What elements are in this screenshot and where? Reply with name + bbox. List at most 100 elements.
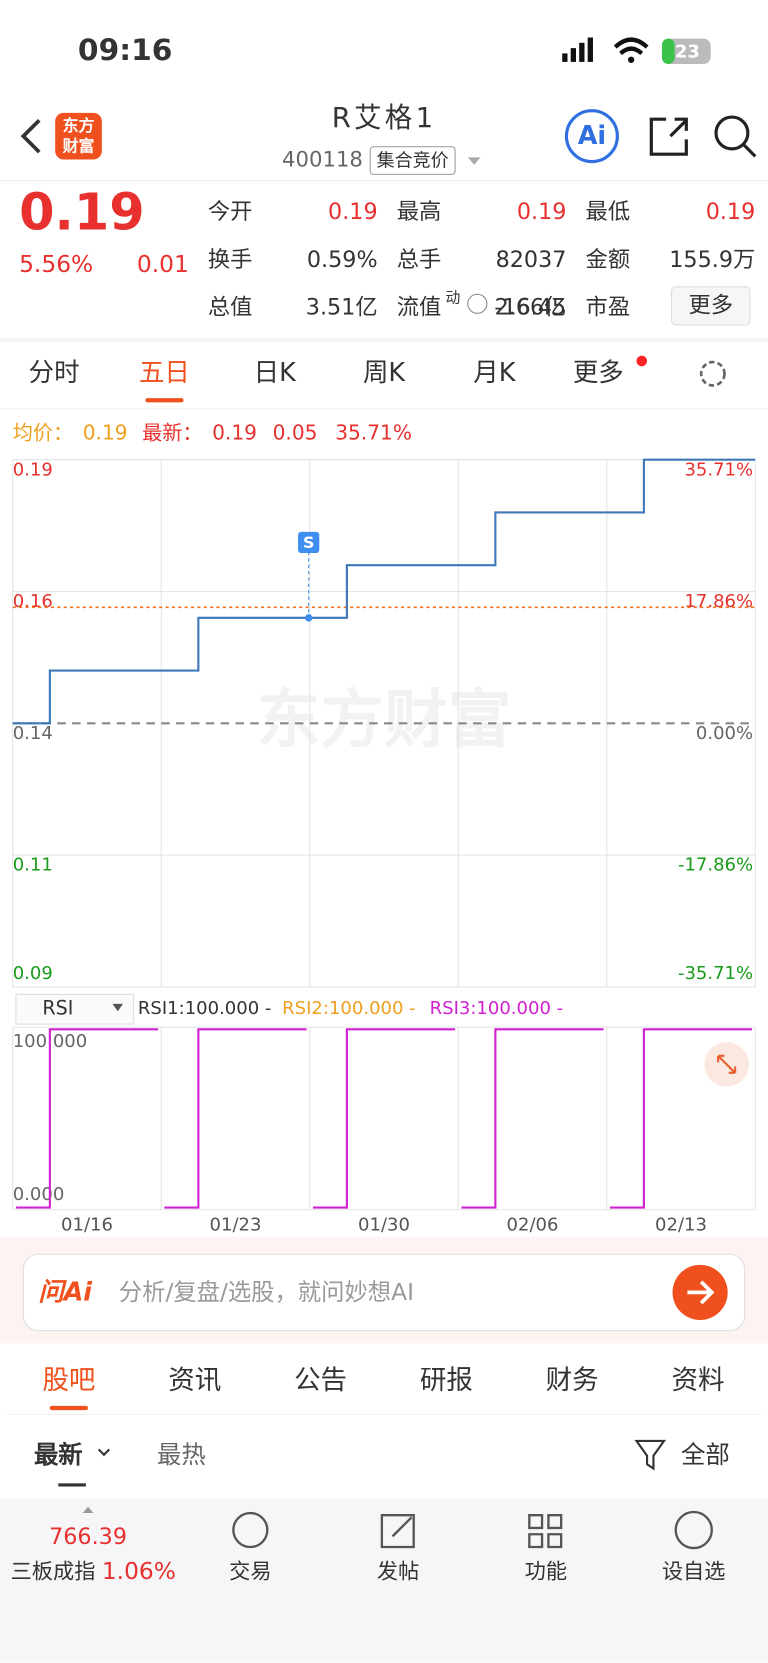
index-pct: 1.06% bbox=[102, 1557, 176, 1585]
footer-bg bbox=[0, 1499, 768, 1663]
expand-icon bbox=[717, 1054, 737, 1074]
y-tick-label: 0.09 bbox=[13, 963, 53, 984]
arrow bbox=[687, 1280, 715, 1305]
ai-button[interactable] bbox=[564, 109, 619, 164]
marker-label: S bbox=[303, 533, 314, 552]
marker bbox=[298, 531, 320, 554]
more-button[interactable] bbox=[670, 286, 751, 326]
filter-underline bbox=[58, 1483, 86, 1487]
avg: 0.19 bbox=[83, 421, 128, 445]
index-value: 766.39 bbox=[49, 1524, 127, 1550]
filter-latest[interactable]: 最新 bbox=[34, 1440, 83, 1469]
y-right-label: 17.86% bbox=[684, 591, 753, 612]
ai-logo: 问Ai bbox=[38, 1277, 92, 1307]
field-label: 今开 bbox=[208, 199, 253, 225]
section-tab[interactable]: 公告 bbox=[294, 1365, 347, 1396]
field-label: 换手 bbox=[208, 247, 253, 273]
y-tick-label: 0.19 bbox=[13, 459, 53, 480]
badge bbox=[636, 355, 648, 367]
signal bbox=[562, 37, 593, 62]
section-tab[interactable]: 研报 bbox=[420, 1365, 473, 1396]
y-right-label: 35.71% bbox=[684, 459, 753, 480]
y-right-label: 0.00% bbox=[696, 723, 753, 744]
tab[interactable]: 日K bbox=[254, 358, 297, 388]
wifi-dot bbox=[627, 56, 635, 63]
tag: 集合竞价 bbox=[377, 151, 449, 172]
change: 0.05 bbox=[273, 421, 318, 445]
field-value: 0.19 bbox=[328, 199, 378, 225]
section-tab[interactable]: 资料 bbox=[671, 1365, 724, 1396]
ai-placeholder: 分析/复盘/选股，就问妙想AI bbox=[119, 1278, 414, 1306]
battery-text: 23 bbox=[675, 41, 700, 62]
dropdown[interactable] bbox=[467, 157, 481, 165]
section-underline bbox=[49, 1405, 89, 1411]
change: 0.01 bbox=[137, 250, 189, 278]
section-tab[interactable]: 资讯 bbox=[168, 1365, 221, 1396]
pe-sup: 动 bbox=[446, 288, 461, 306]
settings[interactable] bbox=[699, 360, 726, 387]
rsi3: RSI3:100.000 - bbox=[430, 998, 564, 1019]
tab-underline bbox=[145, 398, 184, 403]
tab[interactable]: 周K bbox=[363, 358, 406, 388]
up bbox=[82, 1506, 94, 1514]
more-text: 更多 bbox=[688, 292, 733, 318]
trade-icon bbox=[232, 1511, 269, 1549]
rsi-line bbox=[15, 1028, 753, 1209]
tab[interactable]: 月K bbox=[473, 358, 516, 388]
index-name: 三板成指 bbox=[11, 1559, 96, 1584]
field-label: 总手 bbox=[397, 247, 442, 273]
x-tick-label: 02/13 bbox=[655, 1215, 707, 1236]
tab[interactable]: 更多 bbox=[573, 358, 624, 388]
field-value: 82037 bbox=[496, 247, 567, 273]
watch-icon bbox=[674, 1510, 713, 1550]
logo-text: 东方 bbox=[63, 116, 95, 135]
footer-button[interactable]: 功能 bbox=[525, 1559, 567, 1584]
field-label: 金额 bbox=[586, 247, 631, 273]
rsi-select[interactable] bbox=[15, 993, 135, 1025]
field-label: 总值 bbox=[208, 295, 253, 321]
func-icon bbox=[528, 1514, 563, 1549]
rsi-arrow bbox=[112, 1003, 124, 1012]
filter-all[interactable]: 全部 bbox=[681, 1440, 730, 1469]
stock-name: R艾格1 bbox=[332, 101, 437, 134]
rsi2: RSI2:100.000 - bbox=[282, 998, 416, 1019]
ai-icon: Ai bbox=[578, 121, 606, 151]
x-tick-label: 02/06 bbox=[507, 1215, 559, 1236]
y-tick-label: 0.14 bbox=[13, 723, 53, 744]
logo[interactable] bbox=[55, 112, 102, 160]
y-right-label: -35.71% bbox=[678, 963, 753, 984]
y-right-label: -17.86% bbox=[678, 855, 753, 876]
logo-text: 财富 bbox=[63, 136, 95, 155]
tab[interactable]: 五日 bbox=[139, 358, 190, 388]
time: 09:16 bbox=[78, 33, 172, 68]
share[interactable] bbox=[649, 117, 688, 156]
footer-button[interactable]: 设自选 bbox=[662, 1559, 726, 1584]
x-tick-label: 01/23 bbox=[210, 1215, 262, 1236]
back[interactable] bbox=[20, 118, 41, 154]
tab[interactable]: 分时 bbox=[29, 358, 80, 388]
latest: 0.19 bbox=[212, 421, 257, 445]
footer-button[interactable]: 发帖 bbox=[377, 1559, 419, 1584]
search[interactable] bbox=[714, 115, 750, 151]
rsi-tick-label: 0.000 bbox=[13, 1184, 65, 1205]
price: 0.19 bbox=[19, 184, 145, 243]
battery-level bbox=[661, 38, 675, 65]
section-tab[interactable]: 财务 bbox=[546, 1365, 599, 1396]
section-tab[interactable]: 股吧 bbox=[42, 1365, 95, 1396]
watermark: 东方财富 bbox=[257, 683, 512, 757]
footer-button[interactable]: 交易 bbox=[229, 1559, 271, 1584]
field-label: 最高 bbox=[397, 199, 442, 225]
latest-label: 最新： bbox=[142, 421, 202, 445]
pct: 5.56% bbox=[19, 250, 93, 278]
pe-icon bbox=[467, 293, 488, 314]
y-tick-label: 0.16 bbox=[13, 591, 53, 612]
divider bbox=[0, 337, 768, 342]
price-line bbox=[12, 458, 756, 725]
field-value: 155.9万 bbox=[669, 247, 755, 273]
ai-input[interactable] bbox=[22, 1253, 746, 1332]
field-value: 3.51亿 bbox=[306, 295, 378, 321]
filter-hot[interactable]: 最热 bbox=[157, 1440, 206, 1469]
field-value: 0.19 bbox=[517, 199, 567, 225]
